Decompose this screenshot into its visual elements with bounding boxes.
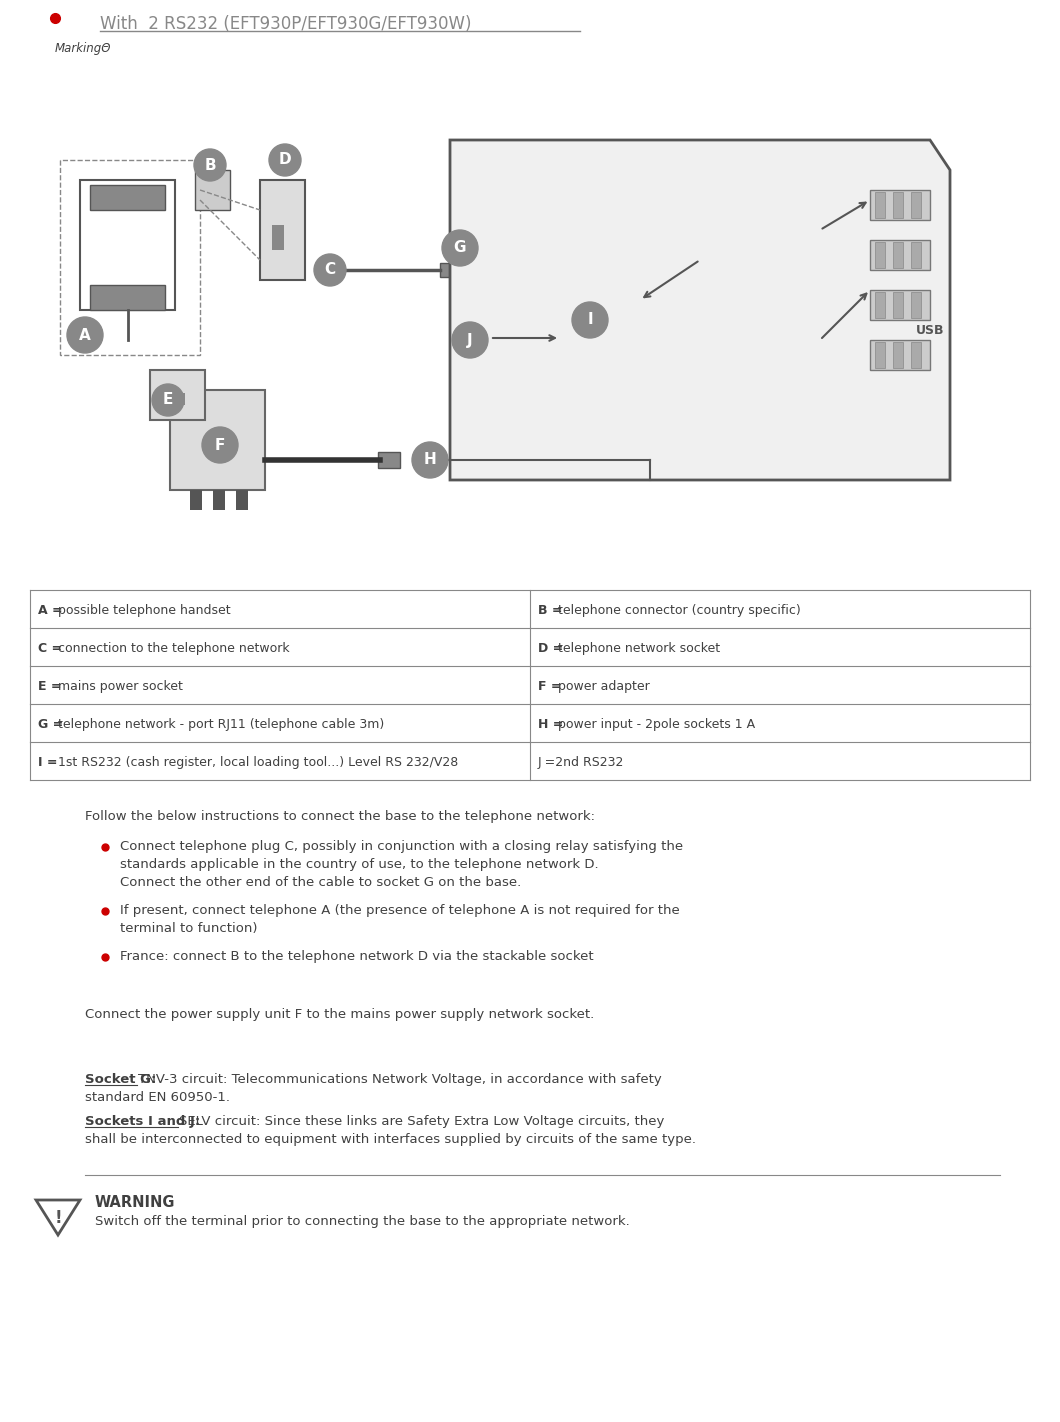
Text: Connect telephone plug C, possibly in conjunction with a closing relay satisfyin: Connect telephone plug C, possibly in co… xyxy=(120,840,683,853)
Text: Socket G:: Socket G: xyxy=(85,1074,157,1086)
Polygon shape xyxy=(260,181,305,280)
Text: D: D xyxy=(279,152,292,168)
Text: J: J xyxy=(467,333,473,347)
Text: MarkingΘ: MarkingΘ xyxy=(55,43,111,55)
Text: telephone network - port RJ11 (telephone cable 3m): telephone network - port RJ11 (telephone… xyxy=(54,718,384,731)
Text: USB: USB xyxy=(916,323,944,337)
Circle shape xyxy=(269,144,301,176)
Text: France: connect B to the telephone network D via the stackable socket: France: connect B to the telephone netwo… xyxy=(120,950,594,963)
Bar xyxy=(893,192,903,218)
Bar xyxy=(893,343,903,368)
Bar xyxy=(170,390,265,491)
Text: possible telephone handset: possible telephone handset xyxy=(54,604,230,617)
Text: shall be interconnected to equipment with interfaces supplied by circuits of the: shall be interconnected to equipment wit… xyxy=(85,1133,696,1146)
Circle shape xyxy=(412,442,448,478)
Polygon shape xyxy=(440,263,460,277)
Bar xyxy=(213,491,225,510)
Bar xyxy=(272,225,284,250)
Bar xyxy=(911,242,921,267)
Text: A: A xyxy=(80,327,91,343)
Circle shape xyxy=(452,321,488,358)
Circle shape xyxy=(572,301,608,338)
Text: Follow the below instructions to connect the base to the telephone network:: Follow the below instructions to connect… xyxy=(85,811,595,823)
Text: E =: E = xyxy=(38,680,61,694)
Polygon shape xyxy=(90,185,165,210)
Text: B =: B = xyxy=(538,604,563,617)
Circle shape xyxy=(194,149,226,181)
Text: SELV circuit: Since these links are Safety Extra Low Voltage circuits, they: SELV circuit: Since these links are Safe… xyxy=(179,1115,665,1128)
Text: Switch off the terminal prior to connecting the base to the appropriate network.: Switch off the terminal prior to connect… xyxy=(95,1214,630,1229)
Text: H: H xyxy=(424,452,437,468)
Bar xyxy=(874,192,885,218)
Text: standards applicable in the country of use, to the telephone network D.: standards applicable in the country of u… xyxy=(120,857,599,872)
Text: C =: C = xyxy=(38,643,63,656)
Text: I =: I = xyxy=(38,757,57,769)
Text: B: B xyxy=(205,158,216,172)
Text: F =: F = xyxy=(538,680,562,694)
Circle shape xyxy=(442,230,478,266)
Bar xyxy=(175,392,186,405)
Text: A =: A = xyxy=(38,604,63,617)
Polygon shape xyxy=(90,284,165,310)
Bar xyxy=(870,191,930,220)
Text: mains power socket: mains power socket xyxy=(54,680,182,694)
Bar xyxy=(911,192,921,218)
Text: 1st RS232 (cash register, local loading tool...) Level RS 232/V28: 1st RS232 (cash register, local loading … xyxy=(54,757,458,769)
Bar xyxy=(874,242,885,267)
Bar xyxy=(870,340,930,370)
Bar xyxy=(911,343,921,368)
Text: D =: D = xyxy=(538,643,563,656)
Text: connection to the telephone network: connection to the telephone network xyxy=(54,643,289,656)
Text: standard EN 60950-1.: standard EN 60950-1. xyxy=(85,1091,230,1103)
Text: Connect the other end of the cable to socket G on the base.: Connect the other end of the cable to so… xyxy=(120,876,522,889)
Bar xyxy=(870,240,930,270)
Bar xyxy=(236,491,248,510)
Text: !: ! xyxy=(54,1209,61,1227)
Text: Connect the power supply unit F to the mains power supply network socket.: Connect the power supply unit F to the m… xyxy=(85,1008,595,1021)
Text: Sockets I and J:: Sockets I and J: xyxy=(85,1115,200,1128)
Circle shape xyxy=(202,427,238,464)
Polygon shape xyxy=(450,139,950,481)
Text: G =: G = xyxy=(38,718,64,731)
Bar xyxy=(151,370,205,419)
Text: power input - 2pole sockets 1 A: power input - 2pole sockets 1 A xyxy=(554,718,755,731)
Circle shape xyxy=(67,317,103,353)
Text: WARNING: WARNING xyxy=(95,1194,176,1210)
Bar xyxy=(160,392,170,405)
Text: E: E xyxy=(163,392,173,408)
Polygon shape xyxy=(378,452,400,468)
Text: I: I xyxy=(587,313,593,327)
Polygon shape xyxy=(195,171,230,210)
Text: C: C xyxy=(324,263,336,277)
Circle shape xyxy=(314,255,346,286)
Text: G: G xyxy=(454,240,466,256)
Text: terminal to function): terminal to function) xyxy=(120,921,258,936)
Text: J =2nd RS232: J =2nd RS232 xyxy=(538,757,624,769)
Bar xyxy=(893,242,903,267)
Bar xyxy=(893,292,903,319)
Text: TNV-3 circuit: Telecommunications Network Voltage, in accordance with safety: TNV-3 circuit: Telecommunications Networ… xyxy=(138,1074,661,1086)
Text: telephone connector (country specific): telephone connector (country specific) xyxy=(554,604,800,617)
Circle shape xyxy=(152,384,184,417)
Text: telephone network socket: telephone network socket xyxy=(554,643,720,656)
Bar xyxy=(874,343,885,368)
Bar xyxy=(190,491,202,510)
Bar xyxy=(911,292,921,319)
Bar xyxy=(870,290,930,320)
Text: F: F xyxy=(215,438,225,452)
Text: power adapter: power adapter xyxy=(554,680,650,694)
Text: H =: H = xyxy=(538,718,563,731)
Bar xyxy=(874,292,885,319)
Text: If present, connect telephone A (the presence of telephone A is not required for: If present, connect telephone A (the pre… xyxy=(120,904,679,917)
Text: With  2 RS232 (EFT930P/EFT930G/EFT930W): With 2 RS232 (EFT930P/EFT930G/EFT930W) xyxy=(100,16,472,33)
